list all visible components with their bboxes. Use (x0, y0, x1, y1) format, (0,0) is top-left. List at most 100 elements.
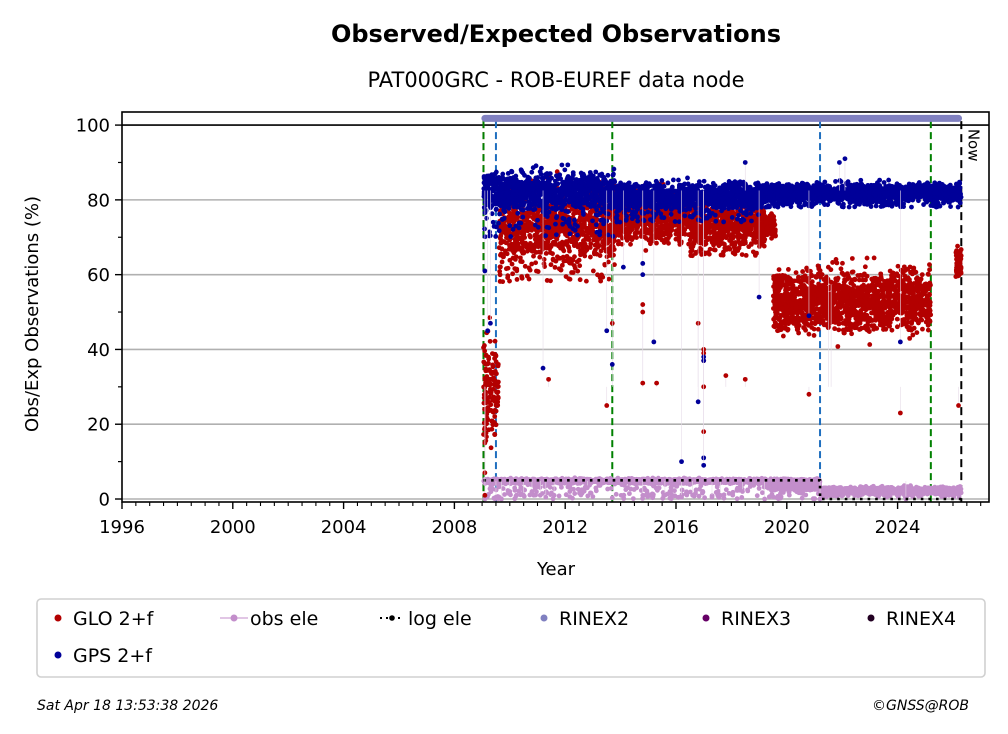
data-point (602, 261, 608, 267)
data-point (536, 234, 542, 240)
data-point (488, 445, 494, 451)
data-point (587, 254, 593, 260)
data-point (634, 485, 640, 491)
data-point (606, 276, 612, 282)
data-point (486, 400, 492, 405)
data-point (487, 338, 493, 344)
data-point (529, 227, 535, 233)
data-point (541, 261, 547, 267)
data-point (570, 270, 576, 275)
data-point (908, 483, 913, 489)
data-point (637, 478, 643, 484)
data-point (513, 256, 518, 262)
data-point (812, 486, 818, 492)
data-point (627, 491, 632, 497)
outlier-point (662, 492, 668, 498)
data-point (605, 486, 611, 492)
data-point (587, 209, 593, 215)
data-point (505, 273, 511, 279)
data-point (516, 488, 522, 494)
data-point (490, 362, 496, 368)
data-point (526, 265, 532, 271)
data-point (484, 374, 489, 380)
data-point (489, 418, 495, 424)
data-point (723, 487, 729, 493)
data-point (735, 485, 740, 491)
data-point (490, 370, 496, 375)
data-point (502, 239, 508, 245)
data-point (538, 477, 544, 483)
outlier-point (690, 492, 696, 498)
data-point (776, 482, 782, 487)
data-point (794, 483, 799, 488)
data-point (543, 250, 549, 256)
data-point (495, 394, 501, 400)
data-point (490, 351, 495, 357)
data-point (534, 229, 540, 235)
outlier-point (640, 492, 646, 498)
series-glo-2-f (481, 169, 964, 498)
data-point (493, 480, 498, 485)
data-point (578, 491, 583, 496)
data-point (601, 245, 606, 251)
data-point (495, 361, 501, 367)
data-point (812, 496, 818, 502)
data-point (745, 488, 751, 494)
data-point (512, 485, 518, 491)
data-point (805, 485, 811, 490)
data-point (771, 487, 777, 493)
data-point (544, 490, 550, 496)
data-point (577, 263, 583, 269)
plot-area: Now (121, 111, 990, 503)
data-point (563, 239, 569, 244)
data-point (572, 491, 578, 496)
outlier-point (762, 496, 768, 502)
data-point (492, 381, 498, 386)
outlier-point (499, 496, 504, 502)
data-point (568, 260, 574, 266)
data-point (730, 492, 736, 498)
data-point (575, 243, 580, 249)
outlier-point (529, 489, 535, 494)
data-point (871, 483, 876, 489)
data-point (568, 239, 574, 245)
data-point (556, 227, 562, 232)
data-point (552, 264, 558, 270)
data-point (540, 246, 545, 252)
data-point (556, 493, 562, 499)
data-point (554, 478, 560, 484)
data-point (747, 484, 753, 489)
data-point (549, 242, 555, 248)
outlier-point (740, 489, 745, 494)
data-point (714, 484, 720, 490)
outlier-point (493, 494, 499, 500)
data-point (840, 488, 845, 494)
data-point (514, 277, 520, 282)
data-point (696, 493, 702, 499)
data-point (667, 495, 673, 501)
data-point (499, 259, 505, 265)
data-point (700, 488, 705, 494)
data-point (895, 490, 901, 495)
data-point (775, 496, 781, 502)
data-point (498, 233, 504, 239)
data-point (548, 262, 554, 268)
data-point (606, 249, 612, 255)
data-point (583, 225, 589, 231)
data-point (483, 366, 489, 372)
data-point (589, 232, 595, 238)
data-point (528, 234, 533, 240)
data-point (584, 247, 590, 253)
data-point (726, 490, 732, 496)
data-points (481, 114, 964, 502)
data-point (955, 489, 961, 494)
data-point (850, 486, 856, 492)
data-point (628, 486, 634, 492)
data-point (482, 343, 487, 348)
data-point (728, 477, 734, 483)
data-point (518, 484, 524, 490)
data-point (756, 486, 762, 491)
data-point (567, 489, 573, 494)
data-point (502, 222, 508, 228)
